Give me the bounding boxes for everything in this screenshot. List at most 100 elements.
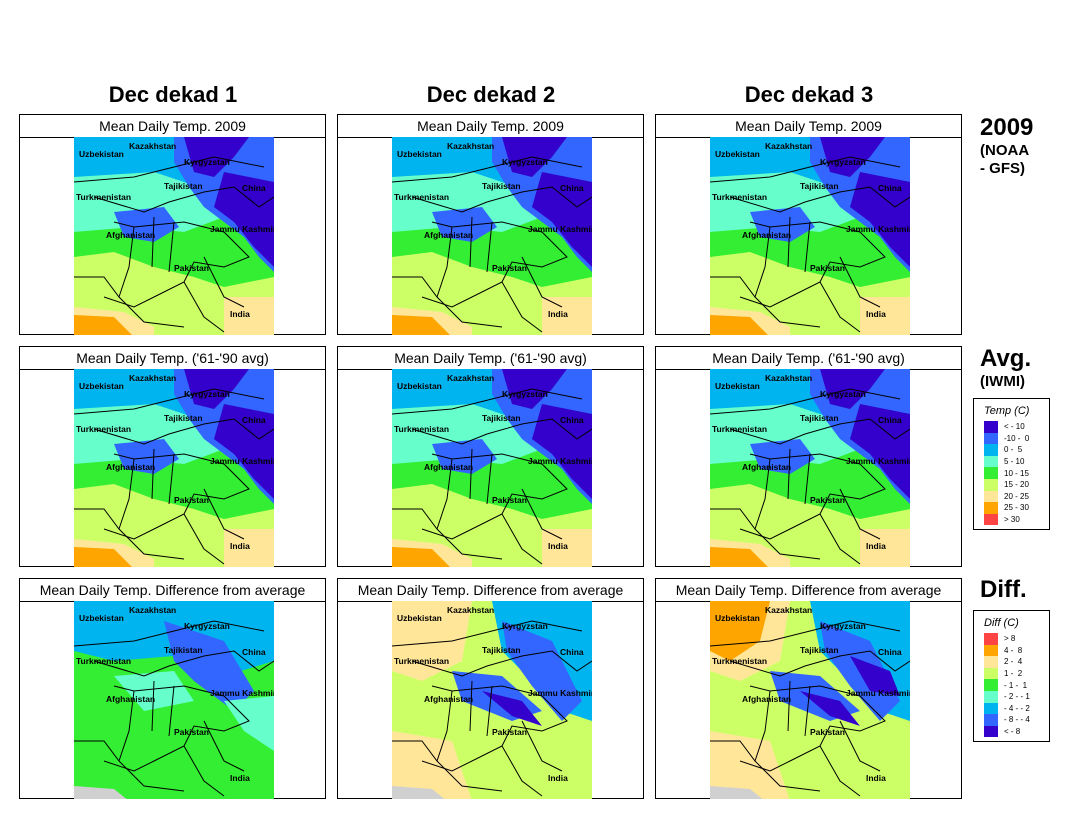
map-label-china: China [560,647,584,657]
country-border [203,720,245,772]
temp-legend-swatch [984,513,998,526]
diff-legend-label: - 2 - - 1 [1004,692,1030,702]
map-label-turkmenistan: Turkmenistan [712,192,767,202]
map-label-pakistan: Pakistan [492,727,527,737]
diff-legend-item: 2 - 4 [984,656,1043,668]
map-label-india: India [230,541,250,551]
map-label-kazakhstan: Kazakhstan [129,141,176,151]
map-panel-2009-2: Mean Daily Temp. 2009 Kazakhstan Uzbekista… [337,114,644,335]
country-border [103,685,250,772]
column-header-dekad-2: Dec dekad 2 [426,82,556,107]
country-border [411,418,592,445]
country-border [392,276,503,328]
temp-legend-swatch [984,502,998,514]
temp-legend-item: 10 - 15 [984,467,1043,479]
map-label-china: China [878,183,902,193]
panel-title: Mean Daily Temp. 2009 [656,115,961,138]
map-label-kazakhstan: Kazakhstan [129,605,176,615]
country-border [168,685,175,737]
temp-legend-swatch [984,455,998,468]
panel-title: Mean Daily Temp. Difference from average [338,579,643,602]
map-label-jammu: Jammu Kashmir [210,688,274,698]
temp-legend-label: 10 - 15 [1004,468,1029,478]
country-border [486,685,493,737]
map-label-kazakhstan: Kazakhstan [447,373,494,383]
row-header-avg-source: (IWMI) [980,373,1025,390]
map-panel-avg-3: Mean Daily Temp. ('61-'90 avg) Kazakhstan… [655,346,962,567]
panel-title: Mean Daily Temp. 2009 [338,115,643,138]
country-border [729,418,910,445]
country-border [74,620,265,647]
map-image: Kazakhstan Uzbekistan Kyrgyzstan Tajikistan… [74,601,274,799]
map-label-kyrgyzstan: Kyrgyzstan [820,157,866,167]
map-label-afghanistan: Afghanistan [424,694,473,704]
map-label-tajikistan: Tajikistan [800,645,839,655]
country-border [486,453,493,505]
map-label-afghanistan: Afghanistan [742,462,791,472]
diff-legend-swatch [984,690,998,703]
temp-legend-swatch [984,444,998,456]
country-border [501,745,543,797]
map-label-pakistan: Pakistan [174,727,209,737]
country-border [392,740,503,792]
row-header-avg: Avg. (IWMI) [980,345,1031,391]
country-border [754,458,771,530]
diff-legend-label: < - 8 [1004,727,1021,737]
map-panel-diff-3: Mean Daily Temp. Difference from average… [655,578,962,799]
map-label-kazakhstan: Kazakhstan [765,141,812,151]
country-border [739,685,886,772]
diff-legend-item: 1 - 2 [984,667,1043,680]
map-label-india: India [548,541,568,551]
panel-title: Mean Daily Temp. ('61-'90 avg) [656,347,961,370]
map-label-pakistan: Pakistan [174,263,209,273]
panel-title: Mean Daily Temp. ('61-'90 avg) [20,347,325,370]
row-header-2009: 2009 (NOAA - GFS) [980,114,1033,178]
diff-legend-label: 4 - 8 [1004,645,1023,655]
map-label-uzbekistan: Uzbekistan [397,149,442,159]
diff-legend-label: - 4 - - 2 [1004,703,1030,713]
map-label-turkmenistan: Turkmenistan [712,656,767,666]
temp-legend-item: > 30 [984,513,1043,526]
country-border [469,680,473,732]
country-border [729,650,910,677]
country-border [710,388,901,415]
country-border [183,281,225,333]
country-border [521,720,563,772]
temp-legend-swatch [984,478,998,491]
country-border [93,186,274,213]
country-border [203,488,245,540]
map-label-india: India [230,773,250,783]
row-header-avg-title: Avg. [980,345,1032,372]
map-label-afghanistan: Afghanistan [742,230,791,240]
country-border [103,221,250,308]
country-border [787,216,791,268]
map-label-pakistan: Pakistan [810,495,845,505]
temp-legend-label: < - 10 [1004,422,1025,432]
map-label-china: China [560,183,584,193]
country-border [839,256,881,308]
country-border [804,453,811,505]
map-label-kyrgyzstan: Kyrgyzstan [184,389,230,399]
map-label-jammu: Jammu Kashmir [528,456,592,466]
temp-legend-label: 0 - 5 [1004,445,1023,455]
diff-legend-item: - 1 - 1 [984,679,1043,691]
temp-legend-item: 20 - 25 [984,490,1043,503]
diff-legend-swatch [984,679,998,691]
column-header-dekad-1: Dec dekad 1 [108,82,238,107]
map-label-india: India [548,773,568,783]
row-header-2009-title: 2009 [980,114,1034,141]
country-border [521,256,563,308]
map-label-kyrgyzstan: Kyrgyzstan [184,621,230,631]
country-border [754,690,771,762]
map-label-jammu: Jammu Kashmir [846,456,910,466]
country-border [392,508,503,560]
map-label-afghanistan: Afghanistan [106,462,155,472]
diff-legend-label: 1 - 2 [1004,669,1023,679]
diff-legend-item: > 8 [984,633,1043,645]
temp-legend-title: Temp (C) [984,405,1030,417]
diff-legend-item: 4 - 8 [984,644,1043,657]
temp-legend-label: 20 - 25 [1004,491,1029,501]
map-label-pakistan: Pakistan [810,263,845,273]
country-border [436,690,453,762]
country-border [74,508,185,560]
